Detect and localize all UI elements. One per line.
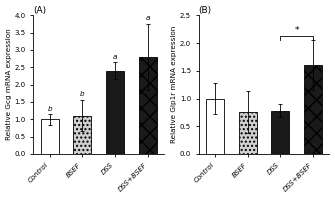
Y-axis label: Relative Glp1r mRNA expression: Relative Glp1r mRNA expression bbox=[171, 26, 177, 143]
Bar bbox=[304, 65, 322, 154]
Text: b: b bbox=[47, 106, 52, 112]
Bar bbox=[106, 71, 124, 154]
Text: (A): (A) bbox=[33, 6, 46, 15]
Text: *: * bbox=[294, 26, 299, 35]
Bar bbox=[139, 57, 157, 154]
Y-axis label: Relative Gcg mRNA expression: Relative Gcg mRNA expression bbox=[6, 29, 11, 140]
Bar bbox=[73, 116, 91, 154]
Text: a: a bbox=[113, 54, 117, 60]
Text: (B): (B) bbox=[199, 6, 212, 15]
Text: a: a bbox=[145, 14, 150, 21]
Bar bbox=[271, 111, 289, 154]
Text: b: b bbox=[80, 91, 84, 97]
Bar bbox=[206, 99, 224, 154]
Bar bbox=[41, 119, 59, 154]
Bar bbox=[239, 112, 257, 154]
